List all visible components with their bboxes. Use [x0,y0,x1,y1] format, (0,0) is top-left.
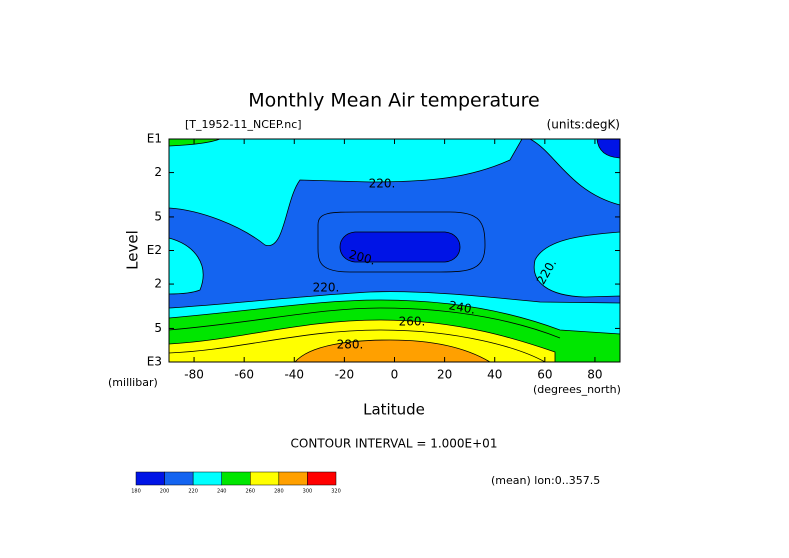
colorbar-label: 280 [274,489,284,495]
y-tick-label: E3 [147,355,162,369]
contour-line [168,329,546,363]
x-tick-label: 80 [587,368,602,382]
colorbar-box [192,471,222,486]
contour-band [168,138,621,309]
x-unit-label: (degrees_north) [533,383,621,396]
x-tick-label: -40 [284,368,304,382]
colorbar-label: 220 [188,489,198,495]
y-unit-label: (millibar) [108,376,158,389]
colorbar-label: 240 [217,489,227,495]
colorbar-box [221,471,251,486]
contour-line [168,307,561,339]
note: (mean) lon:0..357.5 [491,474,600,487]
file-label: [T_1952-11_NCEP.nc] [185,118,302,131]
y-tick-label: 5 [154,209,162,223]
contour-label: 200. [347,247,376,267]
x-tick-label: 40 [487,368,502,382]
contour-label: 260. [399,315,426,329]
colorbar-box [250,471,280,486]
chart-title: Monthly Mean Air temperature [248,90,539,112]
colorbar-box [135,471,165,486]
x-tick-label: 20 [437,368,452,382]
contour-line [317,211,486,273]
x-tick-label: -20 [335,368,355,382]
contour-band [294,339,492,363]
colorbar-label: 320 [331,489,341,495]
y-tick-label: 5 [154,321,162,335]
contour-band [339,231,461,263]
contour-label: 240. [448,298,477,316]
x-tick-label: 60 [537,368,552,382]
x-axis-label: Latitude [363,401,425,419]
colorbar-box [278,471,308,486]
y-tick-label: 2 [154,165,162,179]
colorbar-box [164,471,194,486]
x-tick-label: -60 [234,368,254,382]
contour-label: 220. [369,177,396,191]
contour-interval: CONTOUR INTERVAL = 1.000E+01 [291,437,498,451]
y-tick-label: E1 [147,132,162,146]
contour-label: 280. [337,338,364,352]
colorbar-label: 180 [131,489,141,495]
x-tick-label: 0 [391,368,399,382]
y-tick-label: E2 [147,243,162,257]
contour-band [168,237,204,295]
colorbar-label: 260 [246,489,256,495]
contour-label: 220. [313,281,340,295]
colorbar-label: 300 [303,489,313,495]
y-tick-label: 2 [154,277,162,291]
colorbar-label: 200 [160,489,170,495]
x-tick-label: -80 [184,368,204,382]
colorbar-box [307,471,337,486]
units-label: (units:degK) [547,118,620,132]
plot-area [168,138,621,363]
y-axis-label: Level [124,230,142,270]
